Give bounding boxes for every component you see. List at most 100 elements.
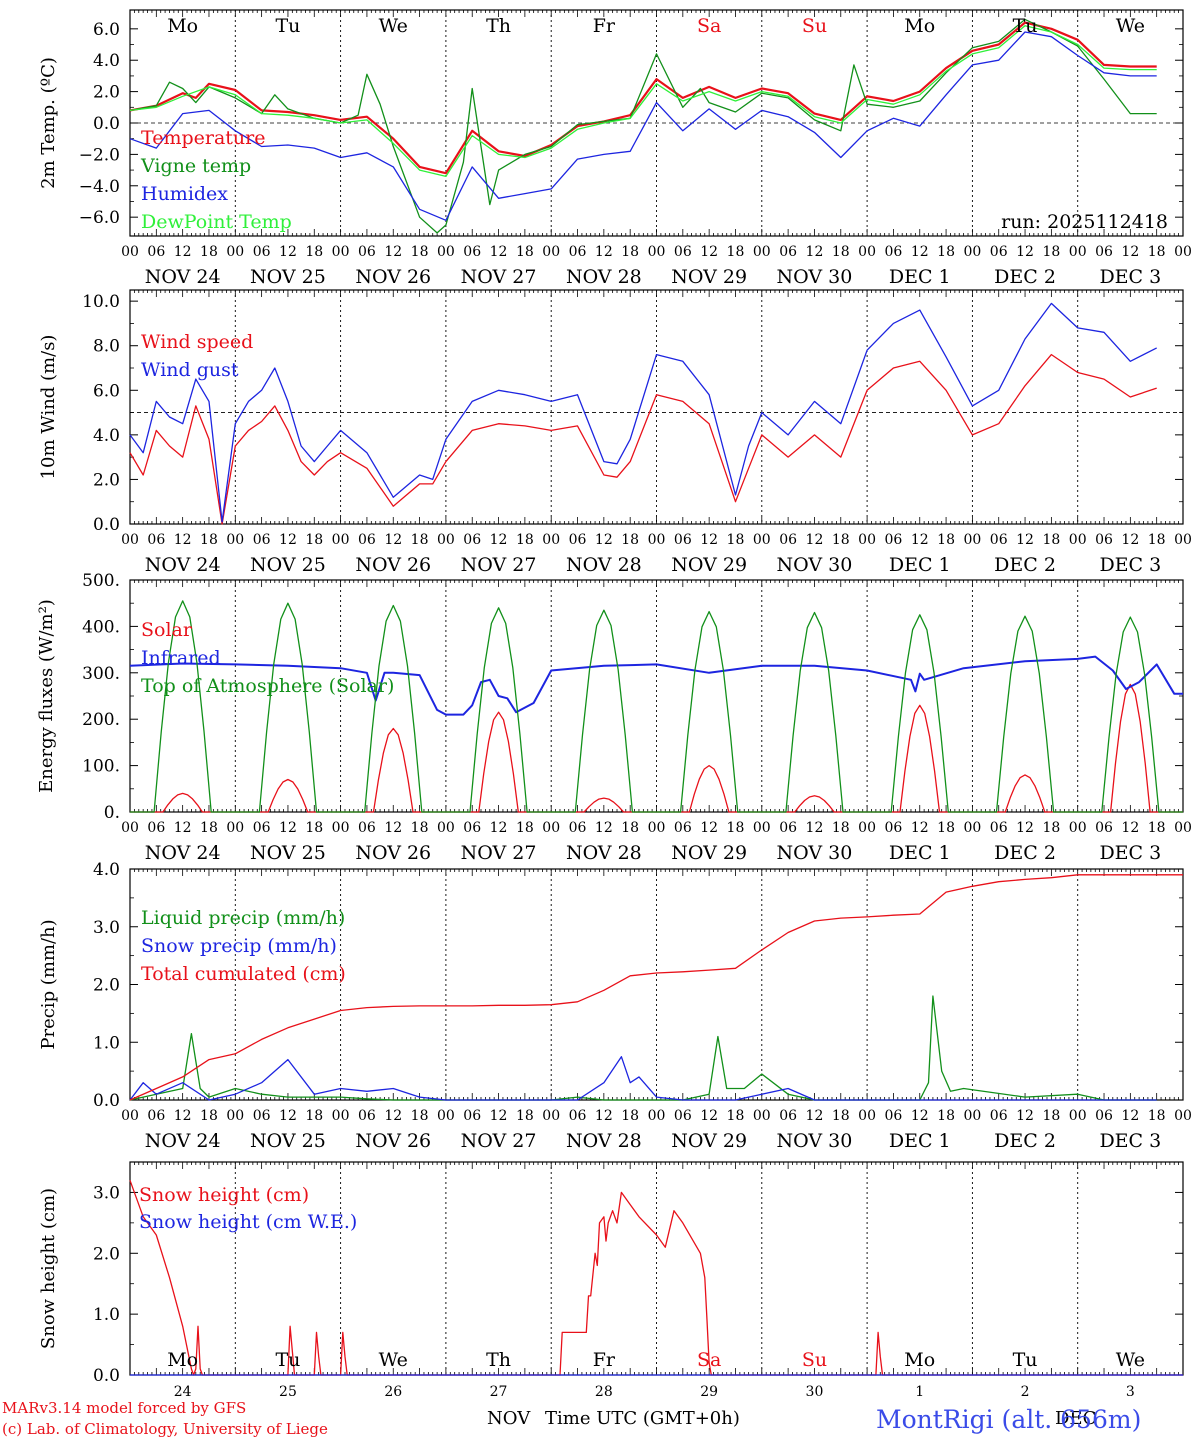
y-tick-label: 0.0 (93, 114, 120, 134)
hour-label: 06 (990, 244, 1008, 260)
date-label: NOV 26 (355, 554, 431, 576)
hour-label: 18 (727, 1108, 745, 1124)
date-label: NOV 26 (355, 1130, 431, 1152)
model-credit: MARv3.14 model forced by GFS (2, 1399, 246, 1417)
hour-label: 00 (226, 1108, 244, 1124)
day-number: 1 (915, 1384, 924, 1400)
hour-label: 00 (542, 244, 560, 260)
hour-label: 18 (1148, 1108, 1166, 1124)
panel-1: 6.0 4.0 2.0 0.0 −2.0 −4.0 −6.0 2m Temp. (ºC) Tem… (38, 9, 1192, 288)
y-tick-label: 8.0 (93, 337, 120, 357)
weekday-label: Sa (697, 15, 721, 37)
hour-label: 06 (569, 244, 587, 260)
hour-label: 00 (858, 244, 876, 260)
hour-label: 00 (963, 820, 981, 836)
weekday-label: Tu (275, 1349, 300, 1371)
hour-label: 18 (937, 1108, 955, 1124)
hour-label: 00 (963, 244, 981, 260)
hour-label: 12 (384, 820, 402, 836)
hour-label: 18 (516, 1108, 534, 1124)
time-axis-label: Time UTC (GMT+0h) (545, 1408, 740, 1429)
legend-entry: Top of Atmosphere (Solar) (141, 675, 394, 697)
hour-label: 06 (253, 1108, 271, 1124)
date-label: DEC 2 (994, 554, 1056, 576)
date-label: NOV 24 (145, 842, 221, 864)
legend-entry: Vigne temp (140, 155, 251, 177)
date-label: NOV 24 (145, 1130, 221, 1152)
hour-label: 12 (174, 820, 192, 836)
date-label: NOV 27 (461, 266, 537, 288)
weekday-label: Mo (167, 15, 198, 37)
hour-label: 12 (595, 532, 613, 548)
hour-label: 06 (885, 820, 903, 836)
hour-label: 00 (858, 1108, 876, 1124)
hour-label: 00 (332, 532, 350, 548)
hour-label: 12 (806, 532, 824, 548)
hour-label: 06 (674, 1108, 692, 1124)
hour-label: 06 (1095, 820, 1113, 836)
hour-label: 00 (963, 1108, 981, 1124)
hour-label: 18 (937, 244, 955, 260)
date-label: NOV 30 (777, 842, 853, 864)
hour-label: 18 (305, 1108, 323, 1124)
hour-label: 12 (279, 244, 297, 260)
hour-label: 12 (595, 820, 613, 836)
hour-label: 00 (121, 244, 139, 260)
y-tick-label: 0.0 (93, 1091, 120, 1111)
hour-label: 00 (753, 1108, 771, 1124)
series-line-blue (129, 655, 1183, 716)
y-tick-label: 6.0 (93, 381, 120, 401)
series-line-green (129, 18, 1157, 234)
hour-label: 00 (437, 532, 455, 548)
hour-label: 00 (648, 244, 666, 260)
date-label: NOV 25 (250, 1130, 326, 1152)
weekday-label: Mo (904, 15, 935, 37)
hour-label: 18 (200, 244, 218, 260)
hour-label: 18 (832, 820, 850, 836)
date-label: DEC 3 (1099, 554, 1161, 576)
y-tick-label: 6.0 (93, 20, 120, 40)
y-tick-label: −2.0 (79, 145, 120, 165)
hour-label: 18 (1042, 1108, 1060, 1124)
hour-label: 18 (727, 820, 745, 836)
hour-label: 06 (779, 532, 797, 548)
hour-label: 12 (174, 532, 192, 548)
weekday-label: Mo (904, 1349, 935, 1371)
panel-2: 10.0 8.0 6.0 4.0 2.0 0.0 10m Wind (m/s) Wind sp… (38, 289, 1192, 576)
hour-label: 12 (174, 244, 192, 260)
hour-label: 12 (384, 532, 402, 548)
y-tick-label: 3.0 (93, 918, 120, 938)
hour-label: 06 (569, 1108, 587, 1124)
hour-label: 06 (885, 1108, 903, 1124)
series-line-blue (129, 1056, 1157, 1101)
date-label: NOV 27 (461, 554, 537, 576)
hour-label: 00 (437, 820, 455, 836)
date-label: NOV 25 (250, 554, 326, 576)
series-line-blue (129, 302, 1157, 523)
date-label: NOV 29 (671, 1130, 747, 1152)
hour-label: 18 (516, 244, 534, 260)
hour-label: 00 (332, 244, 350, 260)
y-tick-label: 4.0 (93, 51, 120, 71)
hour-label: 00 (121, 820, 139, 836)
date-label: NOV 25 (250, 266, 326, 288)
hour-label: 06 (569, 820, 587, 836)
hour-label: 18 (200, 820, 218, 836)
legend-entry: Temperature (141, 127, 265, 149)
hour-label: 00 (1174, 532, 1192, 548)
weekday-label: Sa (697, 1349, 721, 1371)
y-tick-label: 3.0 (93, 1183, 120, 1203)
date-label: NOV 28 (566, 266, 642, 288)
day-number: 2 (1021, 1384, 1030, 1400)
hour-label: 12 (1121, 244, 1139, 260)
legend-entry: Snow precip (mm/h) (141, 935, 337, 957)
hour-label: 12 (806, 820, 824, 836)
hour-label: 06 (463, 820, 481, 836)
series-line-green (130, 600, 1183, 813)
date-label: NOV 28 (566, 554, 642, 576)
hour-label: 18 (1042, 532, 1060, 548)
hour-label: 18 (621, 532, 639, 548)
hour-label: 18 (832, 244, 850, 260)
y-tick-label: 400. (82, 617, 120, 637)
